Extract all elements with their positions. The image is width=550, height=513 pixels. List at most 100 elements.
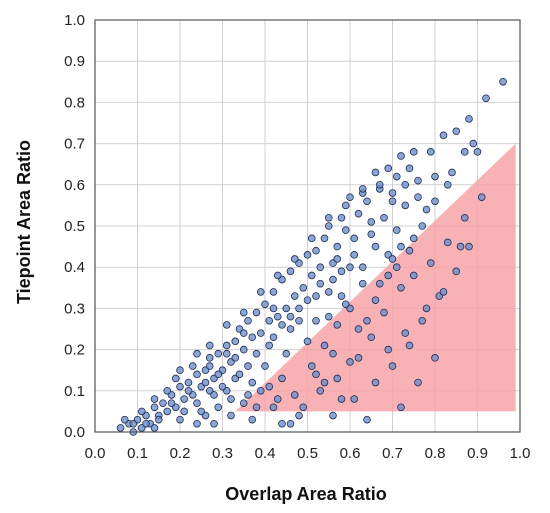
data-point bbox=[193, 349, 201, 358]
data-point bbox=[363, 316, 371, 325]
data-point bbox=[401, 329, 410, 337]
data-point bbox=[380, 213, 388, 222]
data-point bbox=[414, 176, 422, 185]
data-point bbox=[324, 312, 333, 321]
data-point bbox=[333, 242, 342, 251]
data-point bbox=[397, 152, 405, 160]
data-point bbox=[205, 362, 214, 370]
data-point bbox=[465, 115, 473, 123]
data-point bbox=[150, 424, 159, 432]
data-point bbox=[312, 292, 320, 300]
data-point bbox=[358, 279, 367, 288]
data-point bbox=[218, 382, 227, 391]
y-tick-label: 0.0 bbox=[64, 424, 85, 441]
data-points bbox=[116, 78, 507, 436]
data-point bbox=[244, 316, 252, 325]
data-point bbox=[367, 218, 376, 226]
data-point bbox=[248, 415, 257, 424]
data-point bbox=[167, 399, 176, 407]
data-point bbox=[239, 345, 248, 354]
data-point bbox=[282, 349, 291, 358]
data-point bbox=[337, 267, 346, 276]
data-point bbox=[278, 419, 286, 428]
data-point bbox=[363, 415, 371, 424]
data-point bbox=[180, 395, 189, 403]
data-point bbox=[239, 329, 248, 337]
data-point bbox=[239, 399, 248, 407]
data-point bbox=[205, 341, 214, 350]
y-tick-label: 0.1 bbox=[64, 383, 85, 400]
y-tick-label: 0.6 bbox=[64, 177, 85, 194]
x-tick-label: 0.3 bbox=[212, 445, 233, 462]
data-point bbox=[214, 403, 223, 412]
data-point bbox=[184, 386, 193, 395]
data-point bbox=[299, 283, 308, 292]
y-tick-label: 1.0 bbox=[64, 12, 85, 29]
x-tick-labels: 0.0 0.1 0.2 0.3 0.4 0.5 0.6 0.7 0.8 0.9 1.0 bbox=[85, 445, 531, 462]
data-point bbox=[354, 354, 363, 362]
data-point bbox=[295, 316, 303, 325]
data-point bbox=[341, 300, 350, 309]
data-point bbox=[273, 271, 282, 280]
data-point bbox=[367, 333, 376, 342]
data-point bbox=[282, 304, 291, 313]
data-point bbox=[465, 242, 473, 251]
data-point bbox=[329, 275, 337, 284]
data-point bbox=[354, 325, 363, 333]
data-point bbox=[227, 395, 235, 403]
data-point bbox=[371, 168, 380, 177]
data-point bbox=[171, 374, 180, 383]
y-tick-label: 0.3 bbox=[64, 300, 85, 317]
data-point bbox=[286, 312, 295, 321]
data-point bbox=[201, 378, 210, 387]
data-point bbox=[384, 345, 393, 354]
data-point bbox=[482, 94, 490, 103]
data-point bbox=[337, 395, 346, 403]
data-point bbox=[384, 271, 393, 280]
data-point bbox=[244, 391, 252, 399]
data-point bbox=[380, 308, 388, 317]
data-point bbox=[269, 304, 278, 313]
data-point bbox=[265, 316, 274, 325]
data-point bbox=[273, 312, 282, 321]
data-point bbox=[269, 333, 278, 342]
data-point bbox=[193, 370, 201, 379]
data-point bbox=[337, 213, 346, 222]
data-point bbox=[210, 419, 218, 428]
data-point bbox=[176, 382, 184, 391]
data-point bbox=[278, 374, 286, 383]
data-point bbox=[303, 296, 312, 304]
y-tick-label: 0.5 bbox=[64, 218, 85, 235]
data-point bbox=[324, 222, 333, 230]
data-point bbox=[388, 189, 397, 197]
data-point bbox=[205, 354, 214, 362]
data-point bbox=[150, 395, 159, 403]
data-point bbox=[392, 226, 401, 234]
data-point bbox=[371, 378, 380, 387]
data-point bbox=[210, 391, 218, 399]
data-point bbox=[137, 407, 146, 416]
data-point bbox=[346, 193, 354, 201]
data-point bbox=[405, 341, 414, 350]
data-point bbox=[426, 148, 435, 156]
data-point bbox=[363, 197, 371, 206]
data-point bbox=[397, 403, 405, 412]
data-point bbox=[227, 411, 235, 420]
data-point bbox=[477, 193, 486, 201]
data-point bbox=[116, 424, 125, 432]
data-point bbox=[256, 386, 265, 395]
data-point bbox=[176, 415, 184, 424]
data-point bbox=[431, 197, 439, 206]
data-point bbox=[295, 304, 303, 313]
data-point bbox=[426, 259, 435, 267]
data-point bbox=[431, 354, 439, 362]
x-tick-label: 0.1 bbox=[127, 445, 148, 462]
data-point bbox=[303, 337, 312, 346]
data-point bbox=[307, 362, 316, 370]
data-point bbox=[248, 378, 257, 387]
data-point bbox=[409, 234, 418, 243]
data-point bbox=[422, 304, 431, 313]
data-point bbox=[354, 209, 363, 218]
data-point bbox=[312, 316, 320, 325]
